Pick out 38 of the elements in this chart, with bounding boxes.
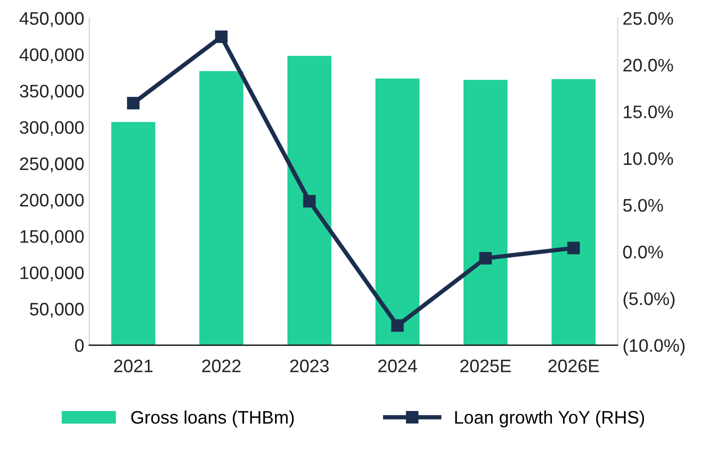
x-tick-label: 2021 [114, 360, 152, 372]
x-tick-label: 2023 [290, 360, 329, 372]
point [127, 96, 140, 110]
x-tick-label: 2026E [548, 360, 599, 372]
x-tick-label: 2025E [460, 360, 511, 372]
y-tick-label: 350,000 [20, 84, 84, 100]
y-tick-label: 200,000 [20, 194, 84, 209]
y2-tick-label: 15.0% [624, 106, 674, 118]
point [479, 252, 492, 265]
point [303, 195, 316, 208]
point [567, 242, 580, 254]
y2-tick-label: 25.0% [623, 12, 674, 25]
bar [464, 80, 508, 346]
bar [552, 79, 596, 346]
y-tick-label: 300,000 [20, 121, 84, 136]
bar [375, 78, 420, 346]
point [391, 319, 404, 332]
bar [199, 71, 244, 346]
y2-tick-label: 0.0% [623, 246, 663, 258]
y-tick-label: 50,000 [30, 302, 84, 318]
y-tick-label: 250,000 [20, 157, 84, 172]
y2-tick-label: 5.0% [623, 198, 663, 212]
y-tick-label: 100,000 [20, 266, 84, 282]
y-tick-label: 400,000 [20, 48, 84, 64]
y2-tick-label: (10.0%) [624, 338, 685, 356]
y2-tick-label: 20.0% [623, 58, 674, 72]
legend-label: Gross loans (THBm) [131, 410, 294, 428]
y2-tick-label: (5.0%) [624, 292, 675, 309]
y2-tick-label: 10.0% [624, 152, 674, 166]
bar [287, 56, 332, 346]
y-tick-label: 150,000 [20, 230, 84, 246]
x-tick-label: 2022 [202, 360, 241, 372]
point [215, 30, 228, 44]
bar [111, 122, 156, 346]
y-tick-label: 450,000 [20, 12, 84, 27]
legend-label: Loan growth YoY (RHS) [455, 410, 644, 428]
x-tick-label: 2024 [378, 360, 418, 372]
y-tick-label: 0 [75, 339, 84, 352]
